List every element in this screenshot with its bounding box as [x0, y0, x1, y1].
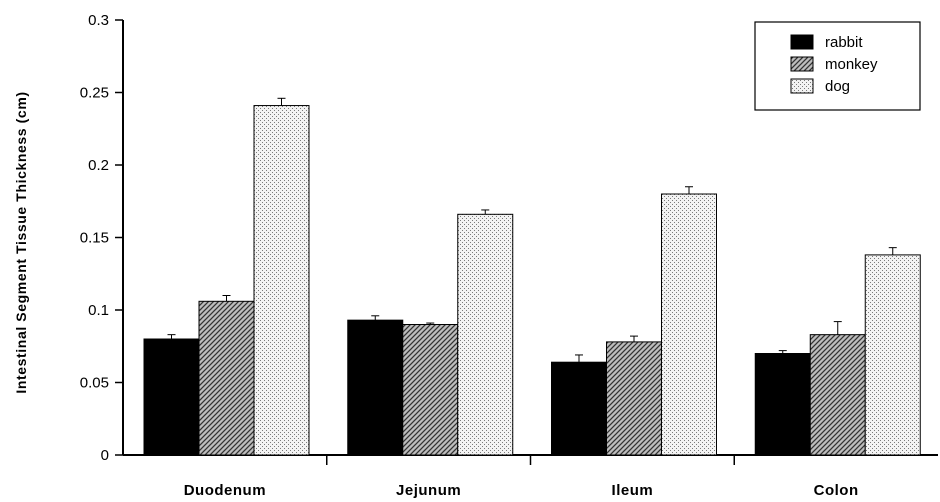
y-tick-label: 0.15	[80, 230, 109, 247]
bar-monkey-jejunum	[402, 324, 459, 456]
bar-dog-duodenum	[253, 105, 310, 456]
bar-rabbit-jejunum	[347, 319, 404, 456]
x-category-label: Jejunum	[396, 482, 461, 499]
y-tick-label: 0	[101, 447, 109, 464]
x-category-label: Duodenum	[184, 482, 266, 499]
y-axis: 0 0.05 0.1 0.15 0.2 0.25 0.3	[80, 12, 124, 464]
bar-rabbit-duodenum	[143, 338, 200, 456]
bar-dog-jejunum	[457, 213, 514, 456]
y-axis-label: Intestinal Segment Tissue Thickness (cm)	[13, 91, 29, 393]
legend-label-dog: dog	[825, 78, 850, 95]
bar-dog-ileum	[661, 193, 717, 456]
error-bars	[167, 97, 897, 363]
bar-rabbit-colon	[754, 353, 811, 456]
y-tick-label: 0.05	[80, 375, 109, 392]
bar-monkey-ileum	[606, 341, 662, 456]
legend-label-monkey: monkey	[825, 56, 878, 73]
legend: rabbit monkey dog	[754, 21, 921, 111]
x-category-label: Ileum	[612, 482, 654, 499]
y-tick-label: 0.2	[88, 157, 109, 174]
bar-monkey-colon	[809, 334, 866, 456]
y-tick-label: 0.3	[88, 12, 109, 29]
bar-monkey-duodenum	[198, 300, 255, 456]
y-tick-label: 0.25	[80, 85, 109, 102]
legend-label-rabbit: rabbit	[825, 34, 863, 51]
x-axis: Duodenum Jejunum Ileum Colon	[123, 454, 938, 499]
y-tick-label: 0.1	[88, 302, 109, 319]
bar-rabbit-ileum	[551, 361, 607, 456]
bar-dog-colon	[864, 254, 921, 456]
legend-swatch-monkey	[790, 56, 814, 72]
legend-box	[754, 21, 921, 111]
x-category-label: Colon	[814, 482, 859, 499]
bars	[143, 105, 921, 456]
legend-swatch-rabbit	[790, 34, 814, 50]
legend-swatch-dog	[790, 78, 814, 94]
